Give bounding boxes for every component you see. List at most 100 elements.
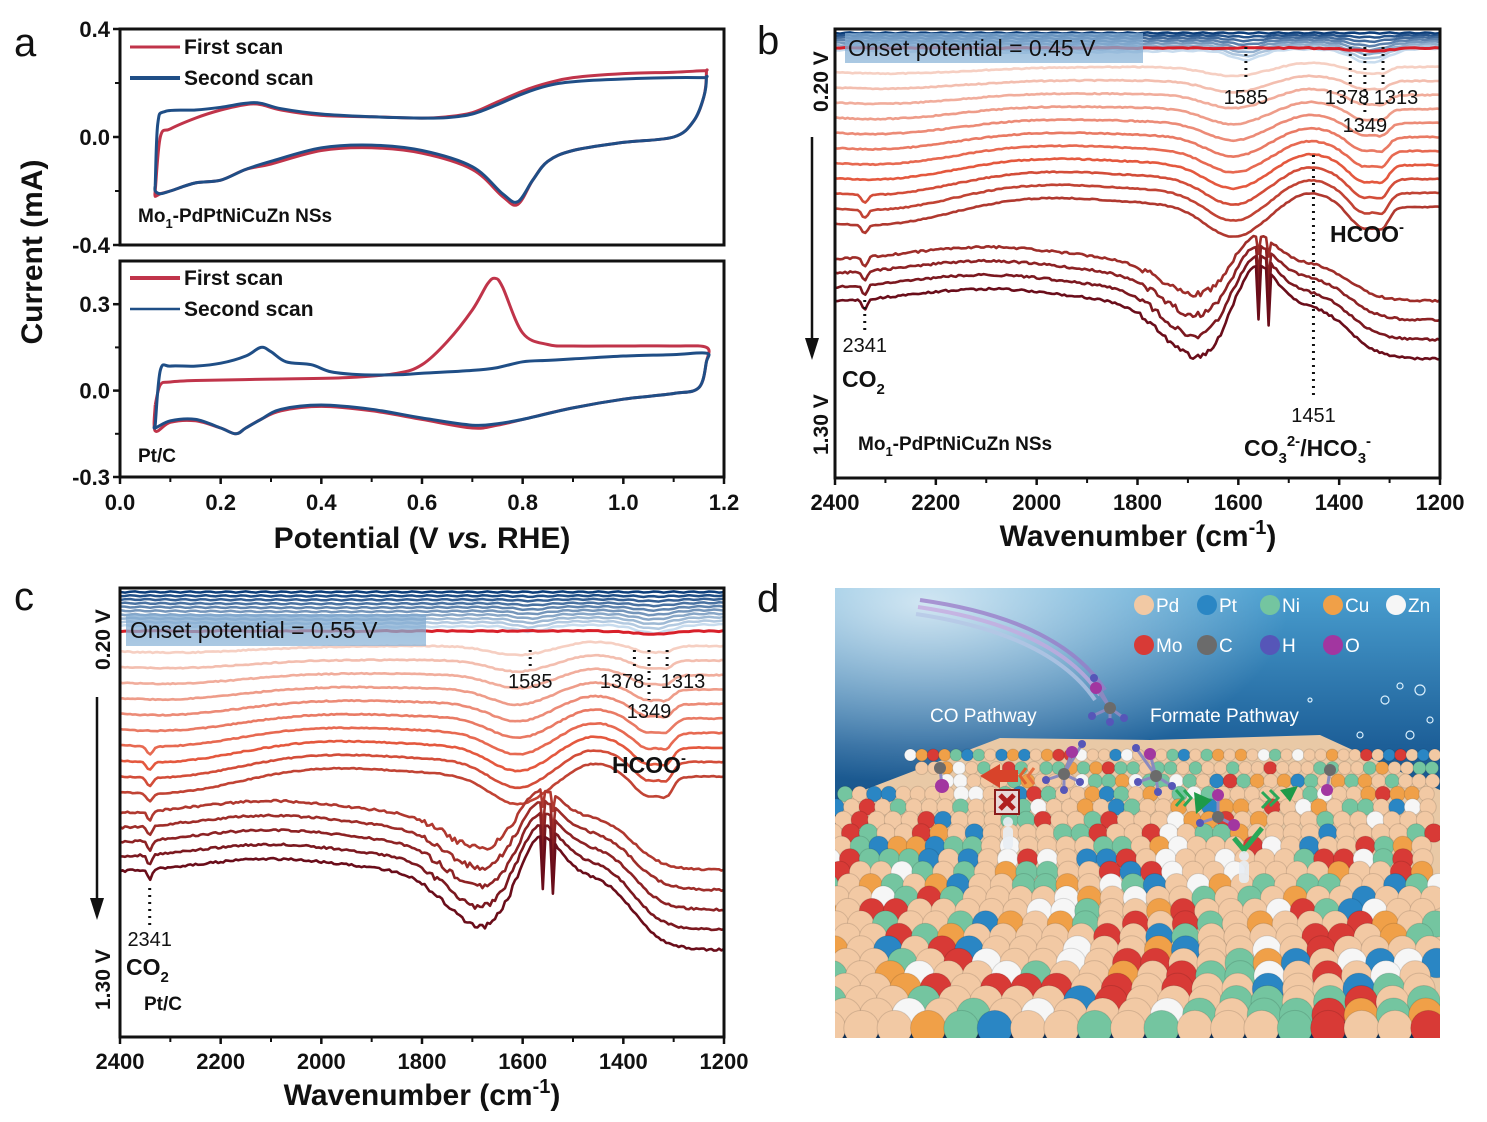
bubble bbox=[1356, 731, 1364, 739]
atom-h bbox=[1076, 778, 1084, 786]
atom-pd bbox=[1302, 748, 1316, 762]
atom-mo bbox=[1394, 748, 1408, 762]
spectrum-high-potential bbox=[835, 100, 1440, 126]
atom-ni bbox=[1101, 773, 1117, 789]
atom-cu bbox=[915, 748, 929, 762]
panel-letter-c: c bbox=[14, 575, 34, 619]
atom-cu bbox=[1234, 748, 1248, 762]
atom-pd bbox=[1110, 1009, 1147, 1038]
atom-cu bbox=[835, 903, 838, 919]
atom-pd bbox=[914, 761, 929, 775]
atom-pd bbox=[1280, 748, 1294, 762]
spectrum-high-potential bbox=[120, 835, 724, 952]
atom-pd bbox=[1029, 748, 1043, 762]
atom-mo bbox=[1101, 761, 1116, 775]
atom-mo bbox=[926, 748, 940, 762]
y-tick-label: 0.4 bbox=[79, 17, 110, 42]
sample-label-a-top: Mo1-PdPtNiCuZn NSs bbox=[138, 206, 332, 231]
atom-pd bbox=[1154, 748, 1168, 762]
spectrum-high-potential bbox=[120, 681, 724, 707]
atom-pd bbox=[1176, 1009, 1213, 1038]
atom-h bbox=[1090, 674, 1098, 682]
co-pathway-label: CO Pathway bbox=[930, 706, 1037, 727]
atom-swatch-o bbox=[1323, 635, 1343, 655]
legend-item-h: H bbox=[1260, 635, 1296, 657]
y-tick-label: -0.3 bbox=[72, 465, 110, 490]
atom-ni bbox=[1039, 761, 1054, 775]
figure-icon-left bbox=[1003, 817, 1013, 849]
bubble bbox=[1380, 695, 1390, 705]
plot-frame-c bbox=[118, 586, 726, 1039]
panel-d: d bbox=[757, 577, 1440, 1038]
potential-start-label-b: 0.20 V bbox=[810, 51, 833, 112]
atom-mo bbox=[1410, 1009, 1440, 1038]
atom-pd bbox=[1210, 1009, 1247, 1038]
spectrum-high-potential bbox=[835, 254, 1440, 342]
atom-pd bbox=[1337, 748, 1351, 762]
catalyst-illustration: Pd Pt Ni Cu Zn Mo C H O CO Pathway Formate Pathw… bbox=[835, 588, 1440, 1038]
atom-ni bbox=[835, 934, 836, 940]
spectrum-high-potential bbox=[835, 234, 1440, 303]
atom-pt bbox=[1290, 773, 1306, 789]
legend-item-pt: Pt bbox=[1197, 595, 1238, 617]
legend-label-first-scan: First scan bbox=[184, 36, 283, 59]
atom-pd bbox=[1387, 761, 1402, 775]
spectrum-low-potential bbox=[120, 593, 724, 599]
atom-pd bbox=[1350, 761, 1365, 775]
x-tick-label: 1800 bbox=[398, 1049, 447, 1074]
potential-end-label-b: 1.30 V bbox=[810, 394, 833, 455]
legend-label-o: O bbox=[1345, 636, 1360, 657]
atom-pd bbox=[1300, 761, 1315, 775]
atom-swatch-pt bbox=[1197, 595, 1217, 615]
legend-label-second-scan: Second scan bbox=[184, 298, 314, 321]
spectrum-high-potential bbox=[835, 192, 1440, 238]
x-tick-label: 2400 bbox=[96, 1049, 145, 1074]
atom-h bbox=[1154, 788, 1162, 796]
atom-swatch-h bbox=[1260, 635, 1280, 655]
spectrum-low-potential bbox=[120, 604, 724, 613]
x-tick-label: 1.0 bbox=[608, 490, 639, 515]
x-tick-label: 1400 bbox=[599, 1049, 648, 1074]
y-tick-label: 0.3 bbox=[79, 292, 110, 317]
atom-pd bbox=[843, 1009, 880, 1038]
spectrum-high-potential bbox=[120, 799, 724, 893]
atom-pd bbox=[1425, 773, 1440, 789]
atom-cu bbox=[1006, 748, 1020, 762]
atom-ni bbox=[1268, 748, 1282, 762]
peak-label-1378: 1378 bbox=[600, 671, 645, 693]
bubble bbox=[1414, 684, 1426, 696]
atom-ni bbox=[1163, 761, 1178, 775]
legend-label-h: H bbox=[1282, 636, 1296, 657]
atom-h bbox=[1106, 718, 1114, 726]
spectrum-high-potential bbox=[835, 126, 1440, 158]
x-tick-label: 2200 bbox=[196, 1049, 245, 1074]
atom-ni bbox=[1362, 761, 1377, 775]
spectrum-high-potential bbox=[120, 667, 724, 690]
legend-label-cu: Cu bbox=[1345, 596, 1369, 617]
atom-pd bbox=[876, 1009, 913, 1038]
atom-swatch-cu bbox=[1323, 595, 1343, 615]
atom-pd bbox=[1343, 1009, 1380, 1038]
atom-mo bbox=[1359, 748, 1373, 762]
atom-zn bbox=[1291, 748, 1305, 762]
atom-ni bbox=[949, 748, 963, 762]
y-tick-label: 0.0 bbox=[79, 379, 110, 404]
atom-mo bbox=[1310, 1009, 1347, 1038]
panel-letter-d: d bbox=[757, 577, 779, 621]
molecule-methanol-flying bbox=[1088, 674, 1128, 726]
atom-pd bbox=[1043, 1009, 1080, 1038]
legend-label-pt: Pt bbox=[1219, 596, 1238, 617]
arrow-head-icon bbox=[90, 898, 104, 920]
molecule-methanol-2 bbox=[1132, 744, 1176, 796]
atom-swatch-mo bbox=[1134, 635, 1154, 655]
atom-pd bbox=[1201, 761, 1215, 775]
atom-o bbox=[1321, 784, 1333, 796]
peak-label-1313: 1313 bbox=[1374, 87, 1419, 109]
atom-c bbox=[934, 762, 946, 774]
x-axis-title-c: Wavenumber (cm-1) bbox=[284, 1076, 561, 1112]
legend-label-first-scan: First scan bbox=[184, 267, 283, 290]
atom-mo bbox=[1052, 748, 1066, 762]
spectrum-high-potential bbox=[835, 166, 1440, 206]
atom-ni bbox=[1166, 748, 1180, 762]
spectrum-high-potential bbox=[120, 749, 724, 790]
